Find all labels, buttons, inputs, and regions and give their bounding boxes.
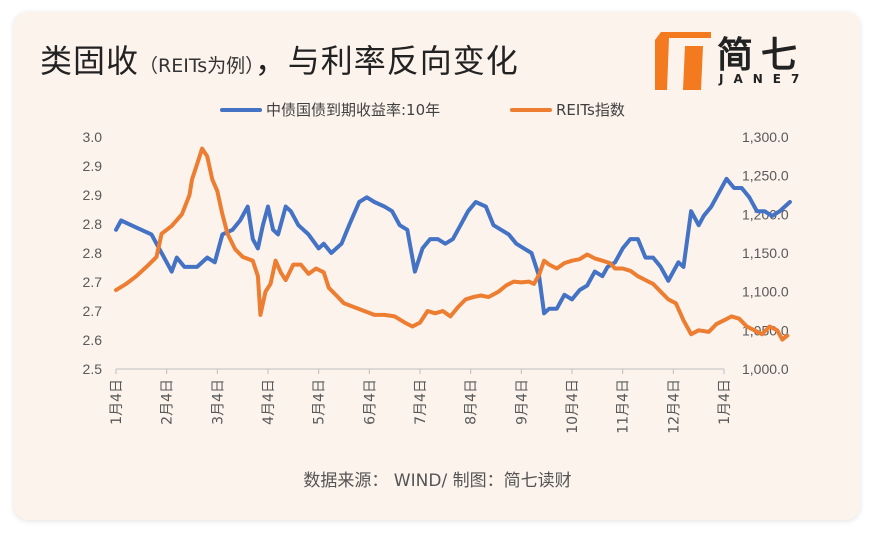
x-tick-label: 5月4日: [312, 379, 328, 425]
y-right-tick-label: 1,000.0: [742, 361, 789, 377]
x-tick-label: 1月4日: [717, 379, 733, 425]
reits-series-line: [114, 146, 790, 342]
legend-label-reits: REITs指数: [556, 101, 625, 119]
chart-card: [14, 12, 860, 520]
y-right-tick-label: 1,250.0: [742, 168, 789, 184]
x-tick-label: 10月4日: [565, 379, 581, 434]
y-right-tick-label: 1,150.0: [742, 245, 789, 261]
y-right-tick-label: 1,300.0: [742, 129, 789, 145]
y-left-tick-label: 2.7: [83, 274, 103, 290]
x-tick-label: 4月4日: [261, 379, 277, 425]
y-left-tick-label: 3.0: [83, 129, 103, 145]
legend-label-yield: 中债国债到期收益率:10年: [266, 101, 440, 119]
y-left-tick-label: 2.9: [83, 158, 103, 174]
title-main: 类固收: [40, 42, 140, 80]
logo-subtext: JANE7: [719, 72, 810, 86]
yield-series-line: [114, 176, 792, 316]
logo-text: 简七: [717, 35, 806, 76]
x-tick-label: 8月4日: [464, 379, 480, 425]
logo-mark-icon: [655, 32, 711, 90]
y-left-tick-label: 2.7: [83, 303, 103, 319]
title-sub: （REITs为例）: [139, 55, 255, 77]
y-left-tick-label: 2.9: [83, 187, 103, 203]
source-note: 数据来源： WIND/ 制图：简七读财: [303, 471, 572, 491]
chart-title: 类固收（REITs为例），与利率反向变化: [40, 36, 519, 82]
x-tick-label: 9月4日: [514, 379, 530, 425]
brand-logo: 简七 JANE7: [655, 28, 825, 90]
title-rest: ，与利率反向变化: [254, 42, 519, 80]
y-left-tick-label: 2.6: [83, 332, 103, 348]
y-right-tick-label: 1,100.0: [742, 284, 789, 300]
x-tick-label: 12月4日: [666, 379, 682, 434]
y-left-tick-label: 2.8: [83, 245, 103, 261]
x-tick-label: 3月4日: [210, 379, 226, 425]
x-tick-label: 7月4日: [413, 379, 429, 425]
y-left-tick-label: 2.5: [83, 361, 103, 377]
y-right-tick-label: 1,200.0: [742, 206, 789, 222]
x-tick-label: 6月4日: [362, 379, 378, 425]
x-tick-label: 1月4日: [109, 379, 125, 425]
x-tick-label: 11月4日: [616, 379, 632, 434]
x-tick-label: 2月4日: [160, 379, 176, 425]
y-left-tick-label: 2.8: [83, 216, 103, 232]
